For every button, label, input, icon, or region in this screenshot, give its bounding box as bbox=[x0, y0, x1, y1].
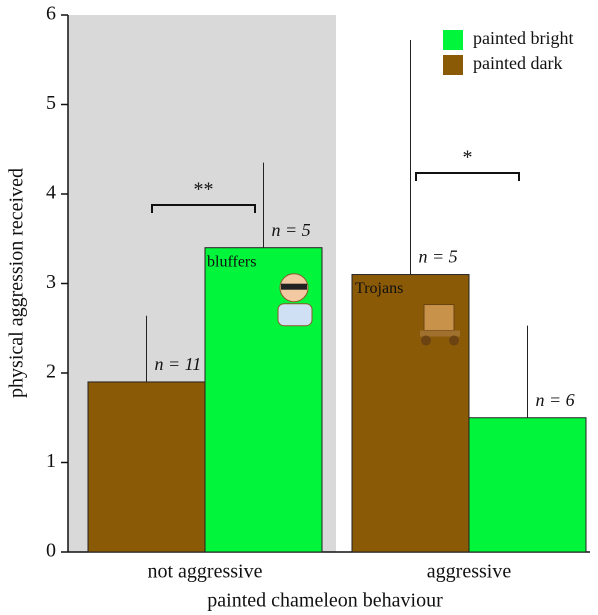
y-tick-label: 6 bbox=[46, 3, 56, 25]
bluffer-icon bbox=[281, 283, 307, 290]
bar bbox=[468, 417, 587, 553]
n-label: n = 6 bbox=[536, 390, 575, 410]
significance-bracket bbox=[151, 204, 256, 213]
legend-label: painted bright bbox=[473, 28, 573, 48]
x-tick-label: not aggressive bbox=[148, 561, 263, 583]
x-tick-label: aggressive bbox=[427, 561, 512, 583]
trojan-icon bbox=[421, 335, 431, 346]
n-label: n = 11 bbox=[155, 354, 202, 374]
n-label: n = 5 bbox=[272, 220, 311, 240]
legend-swatch bbox=[443, 30, 463, 50]
bar-annotation: bluffers bbox=[207, 253, 256, 270]
n-label: n = 5 bbox=[419, 247, 458, 267]
significance-bracket bbox=[415, 172, 520, 181]
bluffer-icon bbox=[277, 303, 313, 327]
legend-label: painted dark bbox=[473, 53, 562, 73]
y-tick-label: 5 bbox=[46, 92, 56, 114]
y-tick-label: 4 bbox=[46, 182, 56, 204]
trojan-icon bbox=[420, 330, 460, 337]
legend-swatch bbox=[443, 55, 463, 75]
y-tick-label: 0 bbox=[46, 540, 56, 562]
bar bbox=[87, 381, 206, 553]
y-tick-label: 2 bbox=[46, 361, 56, 383]
y-tick-label: 1 bbox=[46, 450, 56, 472]
y-tick-label: 3 bbox=[46, 271, 56, 293]
x-axis-title: painted chameleon behaviour bbox=[207, 590, 443, 612]
significance-label: ** bbox=[194, 179, 214, 201]
y-axis-title: physical aggression received bbox=[6, 168, 28, 398]
significance-label: * bbox=[463, 147, 473, 169]
trojan-icon bbox=[423, 304, 455, 332]
bar-annotation: Trojans bbox=[355, 280, 403, 297]
trojan-icon bbox=[449, 335, 459, 346]
